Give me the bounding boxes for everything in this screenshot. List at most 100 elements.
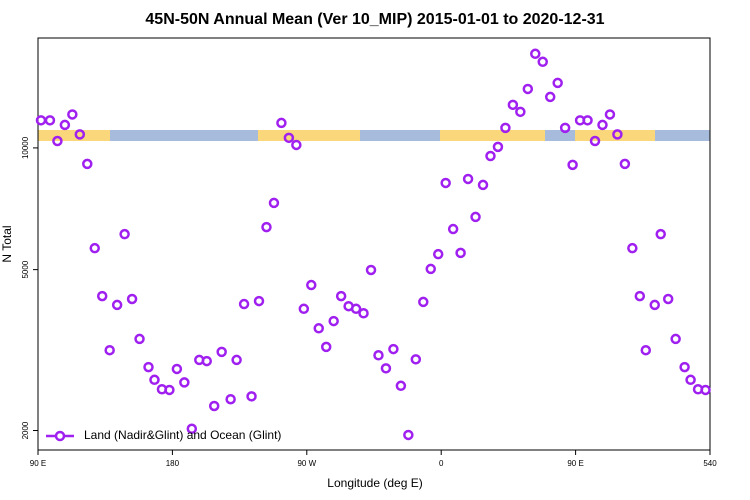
point <box>119 228 130 240</box>
point <box>470 211 481 223</box>
x-tick-label: 0 <box>439 459 444 468</box>
plot-frame <box>37 37 711 451</box>
point <box>268 197 280 209</box>
point <box>604 109 616 120</box>
point <box>350 303 362 315</box>
point <box>89 242 100 254</box>
point <box>186 423 198 435</box>
point <box>104 344 115 356</box>
point <box>52 135 63 147</box>
point <box>395 380 407 392</box>
x-tick-label: 90 W <box>297 459 316 468</box>
point <box>134 333 145 345</box>
y-tick-label: 5000 <box>21 260 30 278</box>
point <box>82 158 93 170</box>
point <box>440 177 451 189</box>
legend-label: Land (Nadir&Glint) and Ocean (Glint) <box>84 428 281 442</box>
x-tick-label: 180 <box>166 459 180 468</box>
point <box>171 363 183 375</box>
point <box>111 299 123 311</box>
point <box>291 139 302 151</box>
x-tick-label: 90 E <box>567 459 583 468</box>
point <box>662 293 674 305</box>
land-band <box>575 130 655 141</box>
point <box>35 115 47 126</box>
point <box>537 56 548 68</box>
x-tick-label: 540 <box>703 459 717 468</box>
point <box>589 135 601 147</box>
point <box>597 119 608 131</box>
point <box>515 106 526 118</box>
point <box>358 308 369 319</box>
point <box>627 242 638 254</box>
point <box>208 400 220 412</box>
point <box>238 298 250 310</box>
point <box>403 429 414 441</box>
point <box>335 290 347 302</box>
point <box>149 374 160 386</box>
point <box>634 290 646 302</box>
point <box>283 132 295 144</box>
point <box>649 299 660 311</box>
point <box>44 115 56 126</box>
point <box>559 122 571 134</box>
point <box>231 354 242 366</box>
chart-title: 45N-50N Annual Mean (Ver 10_MIP) 2015-01… <box>145 11 604 28</box>
point <box>432 248 444 260</box>
point <box>544 91 556 103</box>
land-band <box>38 130 110 141</box>
point <box>126 293 138 305</box>
point <box>328 315 339 327</box>
point <box>164 384 175 396</box>
point <box>276 117 287 129</box>
point <box>388 343 399 355</box>
point <box>96 290 108 302</box>
y-axis-label: N Total <box>0 225 14 262</box>
ocean-band <box>38 130 710 141</box>
point <box>216 346 227 358</box>
x-axis-label: Longitude (deg E) <box>327 476 422 490</box>
land-band <box>258 130 360 141</box>
point <box>530 48 541 60</box>
point <box>685 374 696 386</box>
point <box>246 391 257 402</box>
point <box>410 354 422 365</box>
point <box>567 159 578 171</box>
point <box>59 119 71 131</box>
point <box>477 179 489 191</box>
y-tick-label: 10000 <box>21 136 30 159</box>
land-ocean-band <box>38 130 710 141</box>
point <box>679 361 690 373</box>
point <box>700 384 711 396</box>
point <box>67 109 78 120</box>
point <box>418 296 429 308</box>
point <box>522 83 534 95</box>
point <box>670 333 681 345</box>
point <box>320 341 332 353</box>
point <box>425 263 436 275</box>
point <box>298 303 310 315</box>
land-band <box>440 130 545 141</box>
point <box>500 122 511 134</box>
point <box>612 129 623 140</box>
point <box>455 247 466 259</box>
point <box>365 264 377 276</box>
point <box>640 344 652 356</box>
point <box>201 355 212 367</box>
point <box>462 173 474 185</box>
point <box>143 361 154 373</box>
point <box>225 393 236 405</box>
point <box>179 377 190 388</box>
x-tick-label: 90 E <box>30 459 46 468</box>
point <box>492 141 504 153</box>
point <box>380 363 392 374</box>
point <box>261 221 272 233</box>
point <box>582 115 593 126</box>
point <box>655 228 666 240</box>
point <box>253 295 265 307</box>
point <box>74 129 86 140</box>
point <box>447 223 459 235</box>
point <box>373 350 384 361</box>
point <box>485 150 496 162</box>
